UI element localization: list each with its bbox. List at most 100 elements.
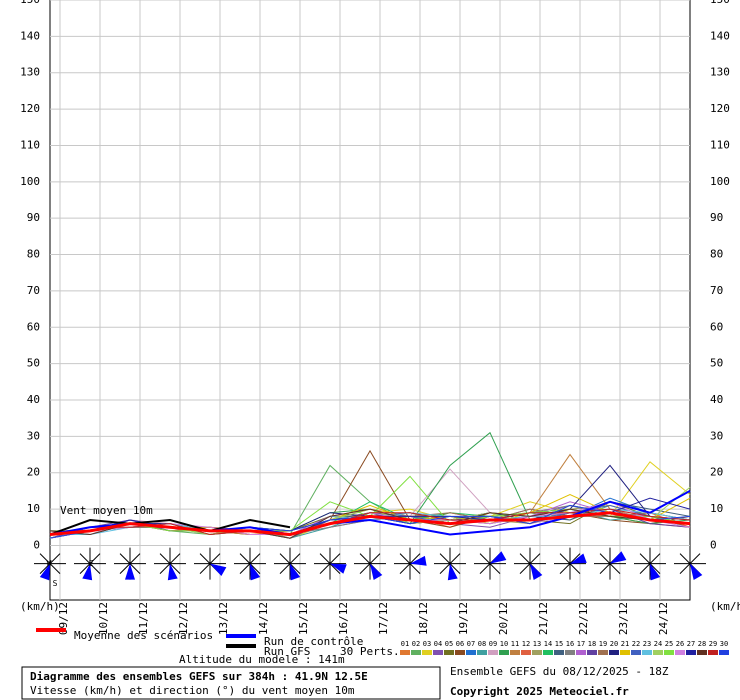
rose-wedge (125, 563, 135, 580)
legend-swatch (554, 650, 564, 655)
y-tick-label: 150 (20, 0, 40, 6)
y-tick-label: 50 (710, 357, 723, 370)
legend-swatch (532, 650, 542, 655)
legend-label: 05 (445, 640, 453, 648)
legend-swatch (422, 650, 432, 655)
x-tick-label: 16/12 (337, 602, 350, 635)
rose-wedge (690, 563, 703, 580)
y-tick-label: 70 (27, 284, 40, 297)
info-title: Diagramme des ensembles GEFS sur 384h : … (30, 670, 368, 683)
y-tick-label: 50 (27, 357, 40, 370)
rose-wedge (39, 563, 50, 581)
y-tick-label: 150 (710, 0, 730, 6)
legend-swatch (455, 650, 465, 655)
rose-wedge (210, 563, 227, 576)
legend-label: 08 (478, 640, 486, 648)
x-tick-label: 14/12 (257, 602, 270, 635)
x-tick-label: 17/12 (377, 602, 390, 635)
y-tick-label: 40 (710, 393, 723, 406)
x-tick-label: 21/12 (537, 602, 550, 635)
x-tick-label: 20/12 (497, 602, 510, 635)
y-tick-label: 130 (710, 66, 730, 79)
rose-wedge (490, 551, 507, 564)
legend-swatch (543, 650, 553, 655)
y-tick-label: 0 (710, 538, 717, 551)
legend-label: 07 (467, 640, 475, 648)
legend-swatch (620, 650, 630, 655)
legend-swatch (411, 650, 421, 655)
info-box (21, 666, 441, 700)
y-tick-label: 80 (710, 248, 723, 261)
plot-frame (49, 0, 691, 601)
legend-label: 27 (687, 640, 695, 648)
legend-swatch (576, 650, 586, 655)
y-tick-label: 80 (27, 248, 40, 261)
legend-label: 02 (412, 640, 420, 648)
legend-label: 14 (544, 640, 552, 648)
legend-label: 21 (621, 640, 629, 648)
y-tick-label: 40 (27, 393, 40, 406)
info-sub: Vitesse (km/h) et direction (°) du vent … (30, 684, 355, 697)
legend-swatch (664, 650, 674, 655)
annotation: Vent moyen 10m (60, 504, 153, 517)
legend-swatch (697, 650, 707, 655)
y-tick-label: 120 (20, 102, 40, 115)
x-tick-label: 19/12 (457, 602, 470, 635)
y-unit: (km/h) (20, 600, 60, 613)
legend-swatch (587, 650, 597, 655)
legend-label: 04 (434, 640, 442, 648)
series-line (49, 511, 691, 537)
rose-wedge (167, 563, 178, 581)
rose-wedge (290, 563, 301, 581)
legend-label: 25 (665, 640, 673, 648)
legend-swatch (400, 650, 410, 655)
legend-label: 22 (632, 640, 640, 648)
y-tick-label: 100 (710, 175, 730, 188)
legend-label: 15 (555, 640, 563, 648)
legend-label: 30 (720, 640, 728, 648)
y-tick-label: 130 (20, 66, 40, 79)
compass-letter: W (47, 559, 52, 568)
y-tick-label: 120 (710, 102, 730, 115)
legend-swatch (708, 650, 718, 655)
rose-wedge (250, 563, 261, 581)
x-tick-label: 18/12 (417, 602, 430, 635)
legend-swatch (510, 650, 520, 655)
compass-letter: S (53, 579, 58, 588)
legend-label: 18 (588, 640, 596, 648)
legend-label: 06 (456, 640, 464, 648)
rose-wedge (610, 551, 627, 564)
rose-wedge (447, 563, 458, 581)
y-tick-label: 100 (20, 175, 40, 188)
legend-label: 09 (489, 640, 497, 648)
y-tick-label: 90 (27, 211, 40, 224)
legend-label: 17 (577, 640, 585, 648)
rose-wedge (82, 563, 93, 581)
legend-swatch (675, 650, 685, 655)
rose-wedge (570, 553, 587, 564)
legend-swatch (653, 650, 663, 655)
y-tick-label: 140 (20, 29, 40, 42)
x-tick-label: 09/12 (57, 602, 70, 635)
legend-swatch (466, 650, 476, 655)
x-tick-label: 13/12 (217, 602, 230, 635)
legend-label: 24 (654, 640, 662, 648)
y-tick-label: 60 (710, 320, 723, 333)
rose-wedge (530, 563, 543, 580)
x-tick-label: 24/12 (657, 602, 670, 635)
x-tick-label: 10/12 (97, 602, 110, 635)
legend-label: 16 (566, 640, 574, 648)
x-tick-label: 15/12 (297, 602, 310, 635)
y-tick-label: 20 (27, 466, 40, 479)
legend-swatch (686, 650, 696, 655)
series-line (49, 518, 291, 536)
legend-swatch (565, 650, 575, 655)
legend-swatch (631, 650, 641, 655)
x-tick-label: 11/12 (137, 602, 150, 635)
y-tick-label: 10 (27, 502, 40, 515)
legend-swatch (598, 650, 608, 655)
y-tick-label: 90 (710, 211, 723, 224)
legend-swatch (609, 650, 619, 655)
y-tick-label: 0 (33, 538, 40, 551)
